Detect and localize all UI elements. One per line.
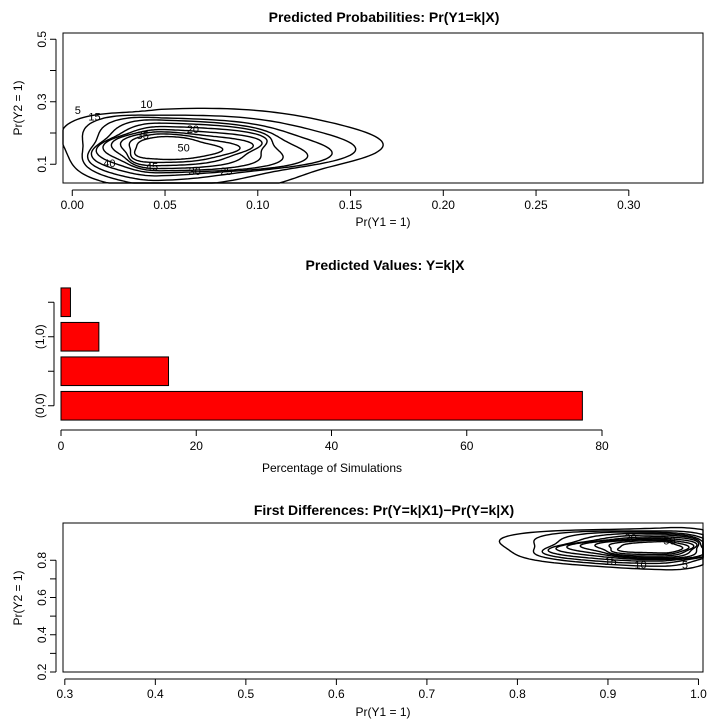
panel3-contours: 20 50 15 10 5	[498, 526, 704, 572]
p1-contour-label: 10	[140, 99, 152, 111]
panel2-x-tick-label: 0	[58, 439, 65, 453]
panel2-y-axis: (0,0) (1,0)	[33, 301, 55, 418]
panel1-title: Predicted Probabilities: Pr(Y1=k|X)	[269, 9, 500, 25]
p1-contour-label: 45	[146, 161, 158, 173]
p1-contour-line	[86, 116, 333, 182]
panel2-x-tick-label: 20	[190, 439, 204, 453]
p1-contour-line	[133, 135, 224, 161]
panel1-y-label: Pr(Y2 = 1)	[11, 80, 25, 135]
p3-x-tick-label: 1.0	[690, 687, 707, 701]
panel1-plot-frame	[62, 32, 704, 184]
p1-contour-line	[110, 128, 263, 170]
p1-x-tick-label: 0.25	[524, 198, 548, 212]
p3-x-tick-label: 0.9	[600, 687, 617, 701]
p3-contour-label: 50	[663, 536, 675, 548]
p1-contour-line	[62, 107, 384, 184]
p3-x-tick-label: 0.8	[509, 687, 526, 701]
panel2-x-tick-label: 60	[460, 439, 474, 453]
p3-contour-line	[541, 531, 704, 565]
p3-x-tick-label: 0.7	[419, 687, 436, 701]
p1-x-tick-label: 0.05	[153, 198, 177, 212]
bar-10	[60, 321, 100, 352]
panel2-title: Predicted Values: Y=k|X	[306, 257, 466, 273]
panel-predicted-probabilities: Predicted Probabilities: Pr(Y1=k|X) 5 10 1…	[11, 9, 704, 229]
p1-contour-label: 30	[189, 166, 201, 178]
panel3-plot-frame	[62, 522, 704, 673]
p1-contour-label: 20	[187, 124, 199, 136]
p3-contour-line	[498, 526, 704, 571]
p1-contour-label: 15	[88, 111, 100, 123]
p1-x-tick-label: 0.15	[339, 198, 363, 212]
p1-y-tick-label: 0.3	[35, 93, 49, 110]
panel2-y-tick-label: (0,0)	[33, 393, 47, 418]
p3-x-tick-label: 0.3	[56, 687, 73, 701]
p1-contour-line	[102, 125, 268, 172]
p3-contour-line	[616, 540, 684, 554]
p1-contour-line	[119, 131, 255, 167]
p3-contour-line	[594, 538, 695, 557]
panel1-x-label: Pr(Y1 = 1)	[355, 215, 410, 229]
p1-contour-line	[81, 114, 357, 184]
p1-x-tick-label: 0.30	[617, 198, 641, 212]
p3-contour-line	[555, 534, 704, 561]
panel2-x-label: Percentage of Simulations	[262, 461, 402, 475]
p3-contour-label: 5	[682, 560, 688, 572]
panel1-contours: 5 10 15 20 35 50 40 45 30 25	[62, 99, 384, 184]
panel2-x-tick-label: 40	[325, 439, 339, 453]
p1-contour-label: 40	[103, 158, 115, 170]
p1-x-tick-label: 0.20	[432, 198, 456, 212]
p1-contour-label: 25	[220, 166, 232, 178]
p3-y-tick-label: 0.6	[35, 589, 49, 606]
p1-contour-label: 5	[75, 105, 81, 117]
p3-contour-line	[579, 537, 698, 559]
panel2-y-tick-label: (1,0)	[33, 324, 47, 349]
p3-y-tick-label: 0.4	[35, 626, 49, 643]
p1-y-tick-label: 0.5	[35, 31, 49, 48]
p3-y-tick-label: 0.8	[35, 552, 49, 569]
p3-x-tick-label: 0.5	[238, 687, 255, 701]
panel2-x-tick-label: 80	[595, 439, 609, 453]
panel-predicted-values: Predicted Values: Y=k|X 0 20 40 60 80 (0,0)(…	[33, 257, 609, 475]
p3-x-tick-label: 0.6	[328, 687, 345, 701]
panel1-x-axis: 0.00 0.05 0.10 0.15 0.20 0.25 0.30	[61, 189, 641, 212]
panel-first-differences: First Differences: Pr(Y=k|X1)−Pr(Y=k|X) …	[11, 502, 707, 719]
panel3-x-label: Pr(Y1 = 1)	[355, 705, 410, 719]
p3-contour-label: 10	[634, 560, 646, 572]
p1-y-tick-label: 0.1	[35, 156, 49, 173]
p3-contour-line	[566, 536, 700, 560]
panel3-y-axis: 0.2 0.4 0.6 0.8	[35, 552, 57, 680]
bar-01	[60, 356, 170, 387]
p3-x-tick-label: 0.4	[147, 687, 164, 701]
panel2-bars	[60, 287, 583, 421]
p3-contour-label: 20	[624, 533, 636, 545]
p1-contour-label: 50	[177, 143, 189, 155]
bar-00	[60, 390, 583, 421]
p3-y-tick-label: 0.2	[35, 663, 49, 680]
p1-contour-line	[90, 119, 309, 177]
panel3-x-axis: 0.3 0.4 0.5 0.6 0.7 0.8 0.9 1.0	[56, 678, 707, 701]
panel3-title: First Differences: Pr(Y=k|X1)−Pr(Y=k|X)	[254, 502, 514, 518]
p3-contour-line	[608, 539, 690, 556]
panel2-x-axis: 0 20 40 60 80	[58, 429, 609, 453]
p1-contour-line	[128, 133, 241, 164]
p1-contour-label: 35	[137, 130, 149, 142]
p1-x-tick-label: 0.00	[61, 198, 85, 212]
p1-contour-line	[95, 122, 284, 174]
bar-11	[60, 287, 71, 318]
panel1-y-axis: 0.1 0.3 0.5	[35, 31, 57, 173]
p3-contour-line	[532, 530, 704, 567]
p1-x-tick-label: 0.10	[246, 198, 270, 212]
p3-contour-label: 15	[605, 556, 617, 568]
panel3-y-label: Pr(Y2 = 1)	[11, 570, 25, 625]
